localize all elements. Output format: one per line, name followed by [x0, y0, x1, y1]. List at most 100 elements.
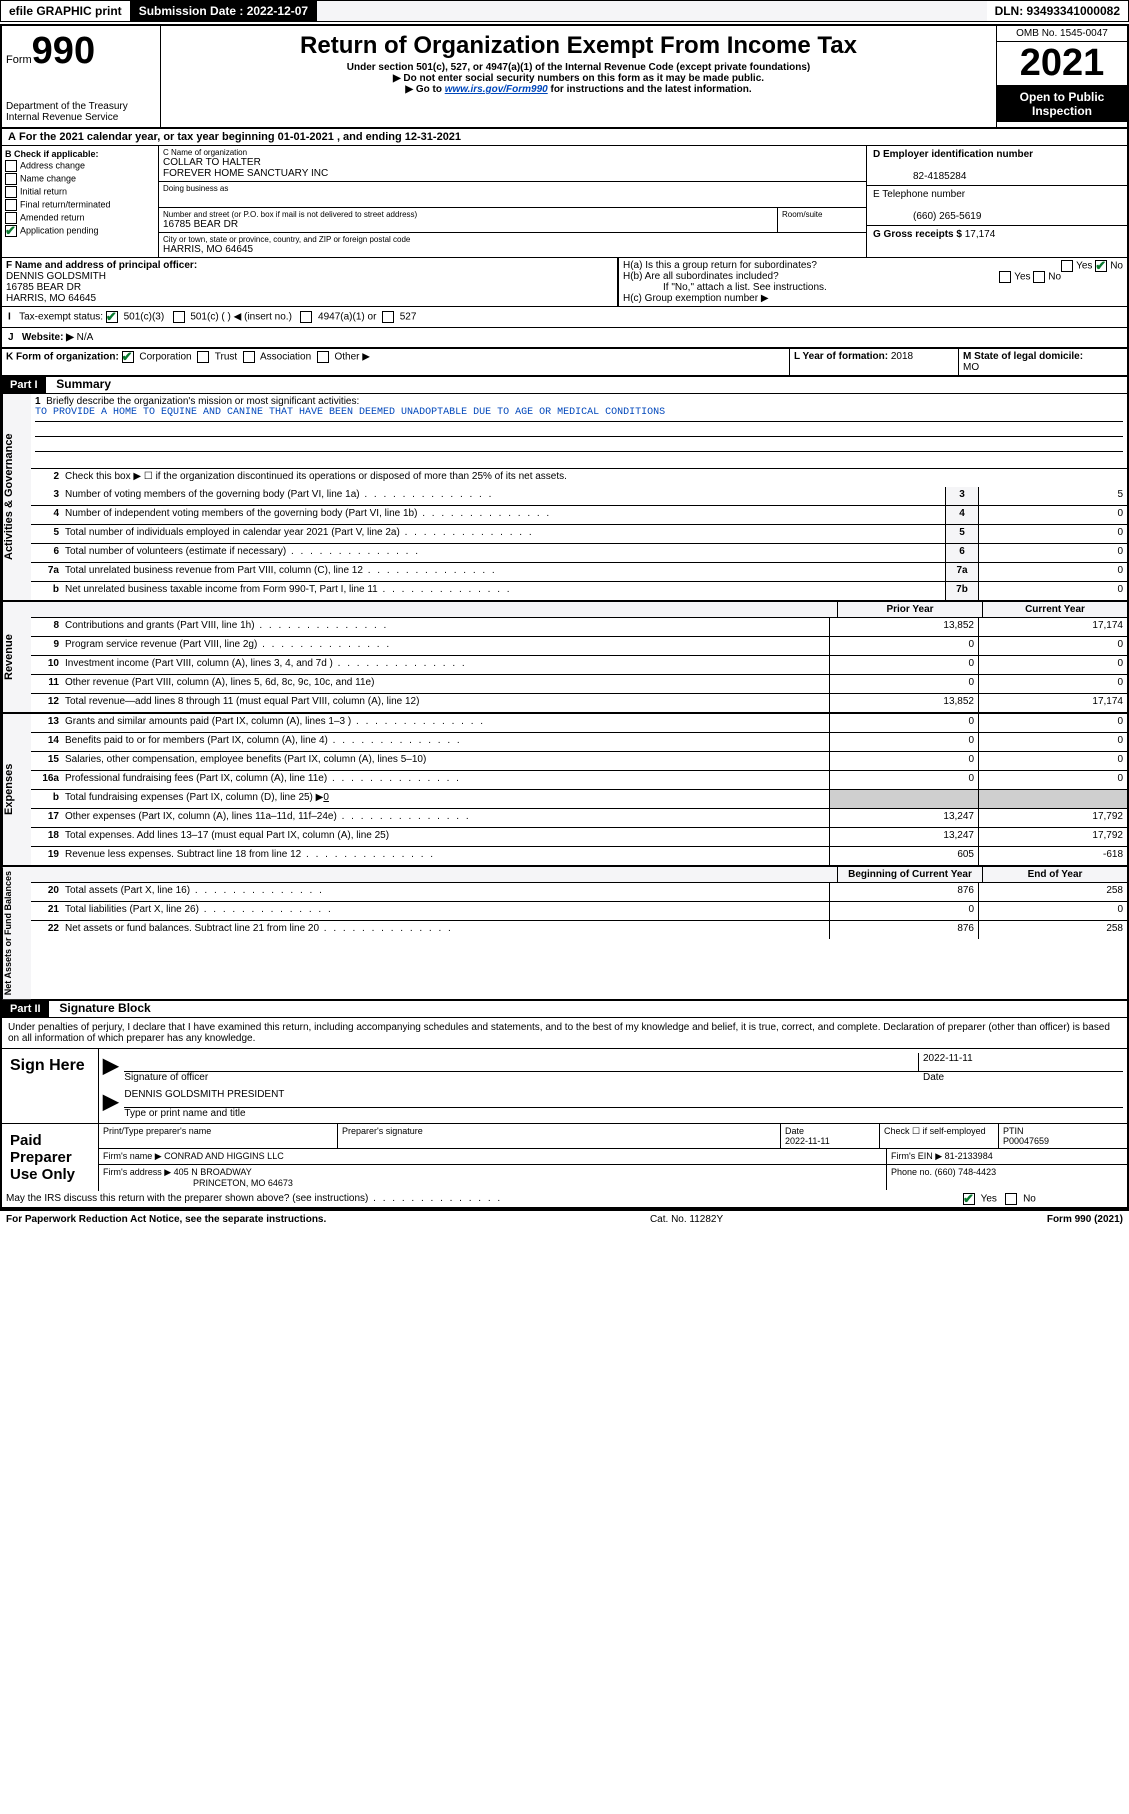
l6-desc: Total number of volunteers (estimate if … [61, 544, 945, 562]
l19-curr: -618 [978, 847, 1127, 865]
hdr-end: End of Year [982, 867, 1127, 882]
cb-trust[interactable] [197, 351, 209, 363]
l-label: L Year of formation: [794, 351, 888, 362]
period-text: For the 2021 calendar year, or tax year … [19, 131, 461, 143]
section-net-assets: Net Assets or Fund Balances Beginning of… [2, 867, 1127, 999]
l6-val: 0 [978, 544, 1127, 562]
l10-curr: 0 [978, 656, 1127, 674]
m-label: M State of legal domicile: [963, 351, 1083, 362]
org-name-2: FOREVER HOME SANCTUARY INC [163, 168, 862, 179]
cb-501c3[interactable] [106, 311, 118, 323]
efile-label[interactable]: efile GRAPHIC print [1, 1, 131, 21]
hb-yes[interactable] [999, 271, 1011, 283]
cb-name-change[interactable]: Name change [5, 173, 155, 185]
firm-phone: (660) 748-4423 [935, 1167, 997, 1177]
prep-date: 2022-11-11 [785, 1136, 830, 1146]
cb-other[interactable] [317, 351, 329, 363]
sign-date: 2022-11-11 [918, 1053, 1123, 1071]
sign-here-block: Sign Here ▶ 2022-11-11 Signature of offi… [2, 1048, 1127, 1123]
l5-desc: Total number of individuals employed in … [61, 525, 945, 543]
firm-ein: 81-2133984 [945, 1151, 993, 1161]
cb-527[interactable] [382, 311, 394, 323]
open-public: Open to Public Inspection [997, 86, 1127, 122]
hb-no[interactable] [1033, 271, 1045, 283]
goto-link-row: ▶ Go to www.irs.gov/Form990 for instruct… [165, 84, 992, 95]
l22-desc: Net assets or fund balances. Subtract li… [61, 921, 829, 939]
header-left: Form990 Department of the Treasury Inter… [2, 26, 161, 127]
cb-app-pending[interactable]: Application pending [5, 225, 155, 237]
l16b-desc: Total fundraising expenses (Part IX, col… [61, 790, 829, 808]
type-name-label: Type or print name and title [124, 1108, 1123, 1119]
l18-desc: Total expenses. Add lines 13–17 (must eq… [61, 828, 829, 846]
b-label: B Check if applicable: [5, 149, 99, 159]
l20-curr: 258 [978, 883, 1127, 901]
check-self-employed[interactable]: Check ☐ if self-employed [880, 1124, 999, 1148]
l20-desc: Total assets (Part X, line 16) [61, 883, 829, 901]
c-name-label: C Name of organization [163, 148, 862, 157]
header-right: OMB No. 1545-0047 2021 Open to Public In… [996, 26, 1127, 127]
net-col-headers: Beginning of Current Year End of Year [31, 867, 1127, 883]
col-right-deg: D Employer identification number 82-4185… [866, 146, 1127, 257]
firm-name: CONRAD AND HIGGINS LLC [164, 1151, 284, 1161]
cb-initial-return[interactable]: Initial return [5, 186, 155, 198]
l8-curr: 17,174 [978, 618, 1127, 636]
l15-curr: 0 [978, 752, 1127, 770]
part-i-header: Part I Summary [2, 377, 1127, 394]
section-expenses: Expenses 13Grants and similar amounts pa… [2, 714, 1127, 867]
l17-curr: 17,792 [978, 809, 1127, 827]
part-ii-header: Part II Signature Block [2, 999, 1127, 1018]
section-revenue: Revenue Prior Year Current Year 8Contrib… [2, 602, 1127, 714]
header-mid: Return of Organization Exempt From Incom… [161, 26, 996, 127]
goto-pre: ▶ Go to [405, 84, 444, 95]
ha-yes[interactable] [1061, 260, 1073, 272]
l12-curr: 17,174 [978, 694, 1127, 712]
cb-corp[interactable] [122, 351, 134, 363]
l2-desc: Check this box ▶ ☐ if the organization d… [61, 469, 1127, 487]
arrow-icon: ▶ [103, 1053, 118, 1083]
hb-note: If "No," attach a list. See instructions… [663, 282, 1123, 293]
prep-sig-hdr: Preparer's signature [338, 1124, 781, 1148]
dln: DLN: 93493341000082 [987, 1, 1128, 21]
l13-prior: 0 [829, 714, 978, 732]
row-klm: K Form of organization: Corporation Trus… [2, 349, 1127, 377]
cb-address-change[interactable]: Address change [5, 160, 155, 172]
ha-no[interactable] [1095, 260, 1107, 272]
l17-desc: Other expenses (Part IX, column (A), lin… [61, 809, 829, 827]
prep-name-hdr: Print/Type preparer's name [99, 1124, 338, 1148]
city-label: City or town, state or province, country… [163, 235, 862, 244]
l20-prior: 876 [829, 883, 978, 901]
irs-label: Internal Revenue Service [6, 112, 156, 123]
l21-prior: 0 [829, 902, 978, 920]
tax-year: 2021 [997, 42, 1127, 86]
l9-desc: Program service revenue (Part VIII, line… [61, 637, 829, 655]
discuss-text: May the IRS discuss this return with the… [2, 1191, 959, 1207]
firm-phone-lbl: Phone no. [891, 1167, 932, 1177]
l12-desc: Total revenue—add lines 8 through 11 (mu… [61, 694, 829, 712]
irs-link[interactable]: www.irs.gov/Form990 [445, 84, 548, 95]
cb-501c[interactable] [173, 311, 185, 323]
hdr-begin: Beginning of Current Year [837, 867, 982, 882]
paid-preparer-block: Paid Preparer Use Only Print/Type prepar… [2, 1123, 1127, 1191]
l14-prior: 0 [829, 733, 978, 751]
f-label: F Name and address of principal officer: [6, 260, 197, 271]
street-value: 16785 BEAR DR [163, 219, 773, 230]
subtitle-1: Under section 501(c), 527, or 4947(a)(1)… [165, 62, 992, 73]
street-label: Number and street (or P.O. box if mail i… [163, 210, 773, 219]
rev-col-headers: Prior Year Current Year [31, 602, 1127, 618]
cb-assoc[interactable] [243, 351, 255, 363]
l8-prior: 13,852 [829, 618, 978, 636]
l1-desc: Briefly describe the organization's miss… [46, 396, 359, 407]
l18-curr: 17,792 [978, 828, 1127, 846]
cb-4947[interactable] [300, 311, 312, 323]
l13-desc: Grants and similar amounts paid (Part IX… [61, 714, 829, 732]
l16b-curr-gray [978, 790, 1127, 808]
l14-desc: Benefits paid to or for members (Part IX… [61, 733, 829, 751]
discuss-no[interactable] [1005, 1193, 1017, 1205]
discuss-yes[interactable] [963, 1193, 975, 1205]
cb-amended[interactable]: Amended return [5, 212, 155, 224]
ptin: P00047659 [1003, 1136, 1049, 1146]
l22-prior: 876 [829, 921, 978, 939]
cb-final-return[interactable]: Final return/terminated [5, 199, 155, 211]
fh-block: F Name and address of principal officer:… [2, 258, 1127, 307]
l18-prior: 13,247 [829, 828, 978, 846]
